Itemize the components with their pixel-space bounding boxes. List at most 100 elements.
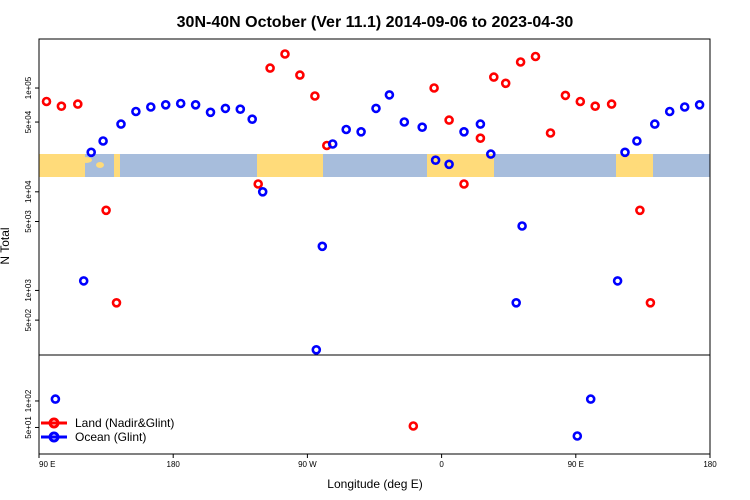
land-point xyxy=(265,63,275,73)
ocean-point xyxy=(459,127,469,137)
land-point xyxy=(635,205,645,216)
land-point xyxy=(444,115,454,125)
map-island-1 xyxy=(80,157,92,163)
land-point xyxy=(295,70,305,80)
land-point xyxy=(530,51,541,62)
ocean-point xyxy=(317,241,328,252)
ocean-point xyxy=(220,103,231,114)
x-tick-label: 90 E xyxy=(39,460,55,469)
legend-land-label: Land (Nadir&Glint) xyxy=(75,416,174,430)
ocean-point xyxy=(475,119,486,129)
map-ocean xyxy=(39,154,710,177)
x-tick-label: 180 xyxy=(703,460,717,469)
data-points xyxy=(41,49,705,441)
legend-ocean-label: Ocean (Glint) xyxy=(75,430,146,444)
ocean-point xyxy=(190,100,201,110)
land-point xyxy=(253,179,264,189)
map-land-1 xyxy=(39,154,85,177)
ocean-point xyxy=(50,394,61,404)
y-tick-label: 1e+02 xyxy=(24,389,33,412)
ocean-point xyxy=(572,431,583,441)
land-point xyxy=(111,297,122,308)
y-tick-label: 5e+03 xyxy=(24,210,33,233)
y-tick-label: 5e+01 xyxy=(24,416,33,439)
y-tick-label: 5e+04 xyxy=(24,110,33,133)
ocean-point xyxy=(612,276,623,286)
y-tick-label: 1e+03 xyxy=(24,279,33,302)
ocean-point xyxy=(620,147,630,158)
land-point xyxy=(545,128,556,138)
map-land-2 xyxy=(114,154,120,177)
ocean-point xyxy=(341,124,352,135)
land-point xyxy=(280,49,290,59)
land-point xyxy=(475,133,486,143)
map-island-3 xyxy=(618,157,630,163)
x-axis-ticks: 90 E 180 90 W 0 90 E 180 xyxy=(38,454,717,469)
ocean-point xyxy=(444,159,454,170)
ocean-point xyxy=(384,90,395,100)
ocean-point xyxy=(511,297,522,308)
ocean-point xyxy=(430,155,441,165)
map-land-4 xyxy=(427,154,494,177)
land-point xyxy=(101,205,111,216)
land-point xyxy=(310,91,320,101)
land-point xyxy=(73,99,83,109)
x-tick-label: 90 W xyxy=(298,460,317,469)
map-land-3 xyxy=(257,154,323,177)
land-point xyxy=(41,96,52,107)
ocean-point xyxy=(679,102,690,112)
land-point xyxy=(488,72,499,82)
land-point xyxy=(429,83,439,93)
ocean-point xyxy=(371,103,381,114)
ocean-point xyxy=(116,119,126,129)
ocean-point xyxy=(86,147,96,158)
ocean-point xyxy=(694,100,705,110)
chart-title: 30N-40N October (Ver 11.1) 2014-09-06 to… xyxy=(177,14,574,31)
ocean-point xyxy=(485,149,496,159)
land-point xyxy=(560,90,571,101)
ocean-point xyxy=(205,107,216,118)
y-axis-label: N Total xyxy=(0,227,12,264)
ocean-point xyxy=(160,100,171,110)
map-island-2 xyxy=(96,162,104,168)
ocean-point xyxy=(664,106,675,117)
map-island-5 xyxy=(463,165,471,171)
x-tick-label: 90 E xyxy=(568,460,584,469)
ocean-point xyxy=(78,276,89,286)
ocean-point xyxy=(175,98,186,109)
x-tick-label: 180 xyxy=(167,460,181,469)
ocean-point xyxy=(327,139,338,149)
ocean-point xyxy=(131,106,141,117)
ocean-point xyxy=(356,127,366,137)
ocean-point xyxy=(517,221,527,231)
x-tick-label: 0 xyxy=(439,460,444,469)
ocean-point xyxy=(632,136,642,146)
land-point xyxy=(56,101,67,111)
land-point xyxy=(408,421,419,431)
map-island-4 xyxy=(634,162,642,168)
land-point xyxy=(459,179,469,189)
ocean-point xyxy=(247,114,257,124)
land-point xyxy=(500,78,511,89)
ocean-point xyxy=(649,119,660,129)
legend: Land (Nadir&Glint) Ocean (Glint) xyxy=(41,416,174,444)
land-point xyxy=(575,96,586,107)
plot-frame xyxy=(38,38,711,455)
land-point xyxy=(590,101,601,111)
legend-land-marker xyxy=(48,417,60,429)
ocean-point xyxy=(257,187,268,197)
ocean-point xyxy=(311,344,322,355)
land-point xyxy=(606,99,617,109)
ocean-point xyxy=(235,104,246,114)
y-axis-ticks: 5e+04 1e+05 5e+02 1e+03 5e+03 1e+04 5e+01 1e+02 xyxy=(24,76,39,439)
ocean-point xyxy=(417,122,428,132)
x-axis-label: Longitude (deg E) xyxy=(327,477,422,491)
y-tick-label: 1e+05 xyxy=(24,76,33,99)
y-tick-label: 5e+02 xyxy=(24,308,33,331)
legend-ocean-marker xyxy=(48,431,60,443)
ocean-point xyxy=(399,117,410,127)
land-point xyxy=(515,57,526,67)
world-map-band xyxy=(39,154,710,177)
